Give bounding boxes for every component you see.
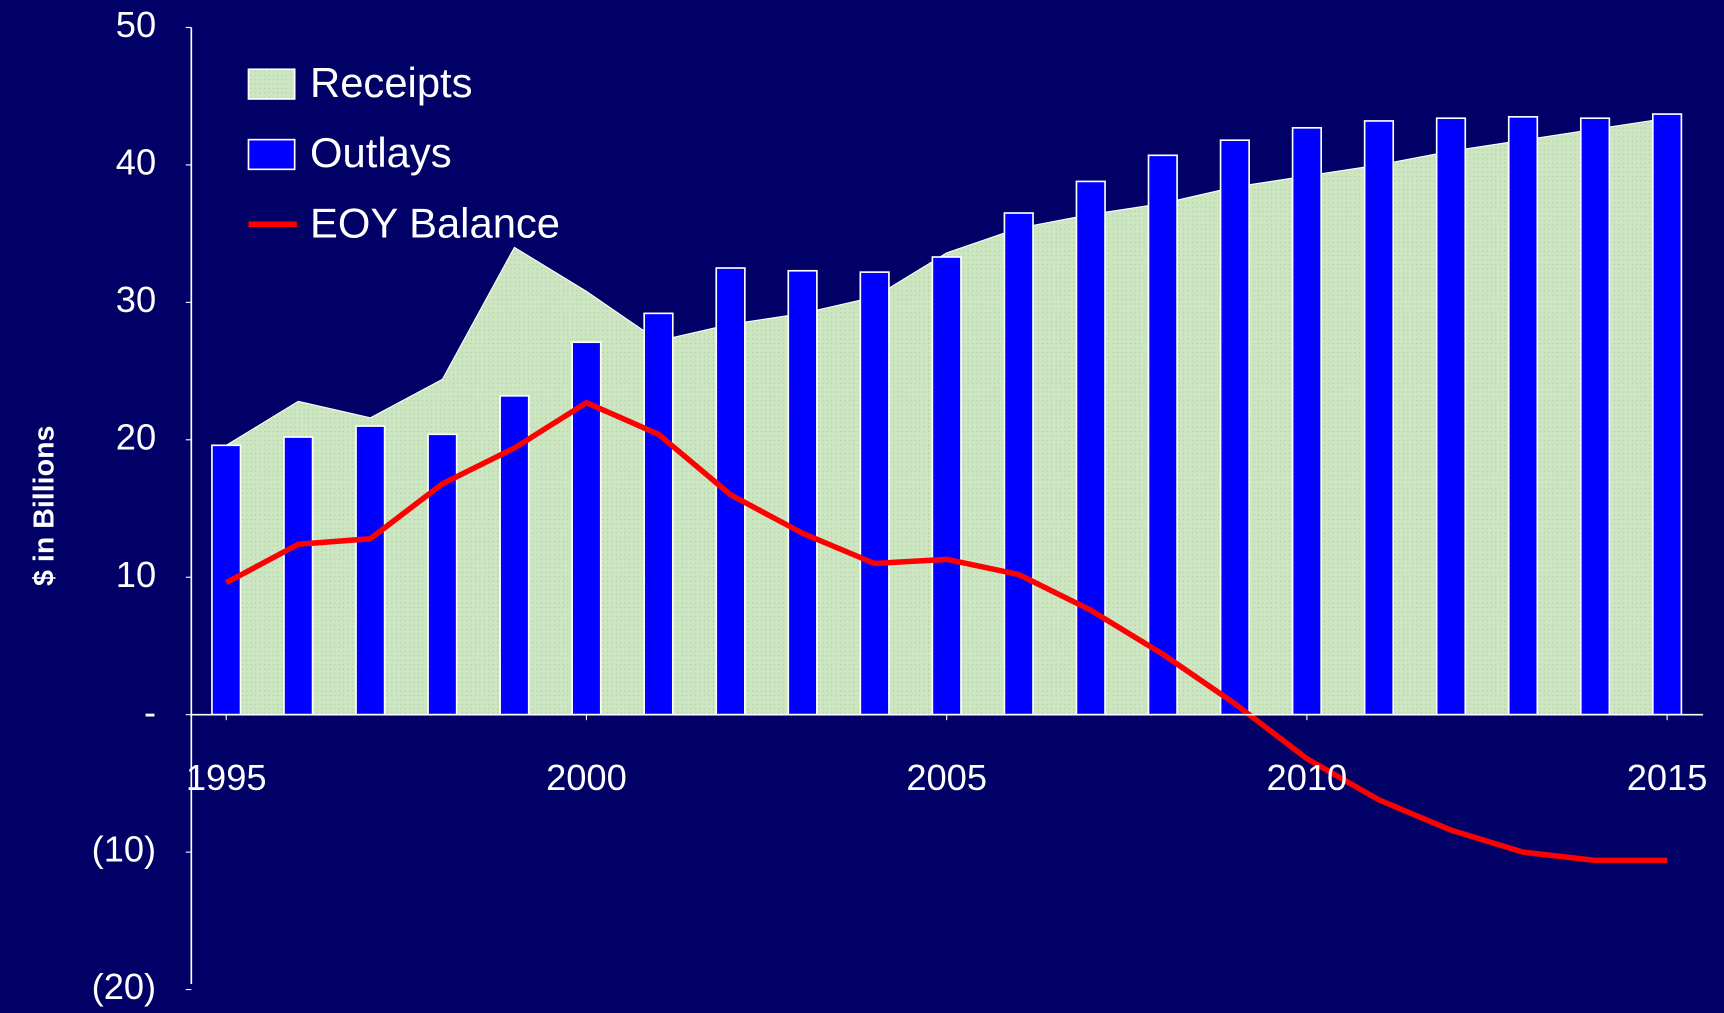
y-tick-label: 20 [116,416,156,457]
legend-label: Receipts [310,59,472,106]
bar [1507,115,1539,716]
legend-label: Outlays [310,129,452,176]
y-tick-label: (10) [92,829,157,870]
bar [859,271,890,716]
bar [1075,180,1106,716]
legend-swatch [247,138,296,171]
y-tick-label: 10 [116,554,156,595]
bar [571,341,602,716]
line [224,399,1668,864]
y-axis-label: $ in Billions [29,426,61,586]
bar [787,269,818,716]
bar [931,256,962,716]
x-tick-label: 2010 [1267,757,1348,798]
bar [1435,117,1467,716]
bar [1579,117,1611,716]
x-tick-label: 2005 [906,757,987,798]
y-tick-label: 50 [116,4,156,45]
y-tick-label: 40 [116,142,156,183]
x-tick-label: 2015 [1627,757,1708,798]
bar [1363,120,1395,716]
plot: $ in Billions (20) (10) - 10 20 30 40 50 1995 200… [29,4,1708,1007]
y-tick-label: - [144,691,156,732]
bar [1147,154,1178,716]
bar [1291,126,1323,716]
legend-swatch [247,68,296,100]
x-tick-label: 1995 [186,757,267,798]
x-tick-label: 2000 [546,757,627,798]
bar [643,312,674,716]
bar [355,425,386,716]
bar [1219,139,1250,716]
bar [283,436,314,716]
legend-label: EOY Balance [310,200,560,247]
y-tick-label: 30 [116,279,156,320]
bar [1003,212,1034,716]
y-tick-label: (20) [92,966,157,1007]
bar [1651,113,1683,716]
